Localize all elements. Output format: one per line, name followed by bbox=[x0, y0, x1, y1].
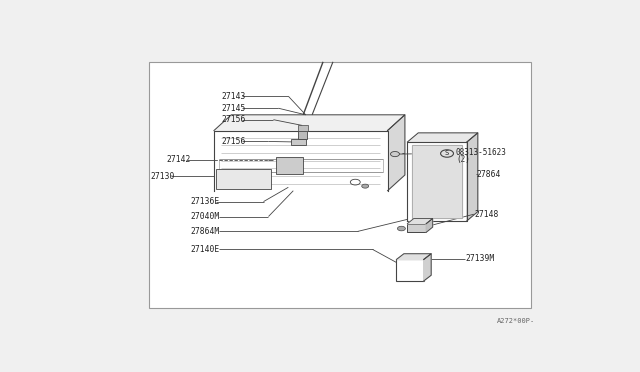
Bar bbox=[150, 62, 531, 308]
Text: 27145: 27145 bbox=[221, 104, 246, 113]
Text: 27040M: 27040M bbox=[190, 212, 220, 221]
Text: S: S bbox=[445, 151, 449, 157]
Bar bbox=[298, 131, 307, 139]
Bar bbox=[291, 139, 306, 145]
Text: 27142: 27142 bbox=[167, 155, 191, 164]
Text: 27136E: 27136E bbox=[190, 197, 220, 206]
Polygon shape bbox=[424, 254, 431, 281]
Text: 27140E: 27140E bbox=[190, 245, 220, 254]
Polygon shape bbox=[408, 133, 478, 142]
Polygon shape bbox=[396, 254, 431, 260]
Bar bbox=[396, 260, 424, 281]
Text: 27864: 27864 bbox=[477, 170, 501, 179]
Circle shape bbox=[362, 184, 369, 188]
Text: 27148: 27148 bbox=[474, 210, 499, 219]
Bar bbox=[408, 224, 426, 232]
Bar bbox=[216, 169, 271, 189]
Circle shape bbox=[397, 226, 405, 231]
Text: A272*00P-: A272*00P- bbox=[497, 318, 536, 324]
Bar bbox=[298, 125, 308, 131]
Text: 27156: 27156 bbox=[221, 115, 246, 124]
Text: 27143: 27143 bbox=[221, 92, 246, 101]
Circle shape bbox=[390, 151, 399, 157]
Text: 27130: 27130 bbox=[150, 172, 175, 181]
Polygon shape bbox=[408, 218, 433, 224]
Polygon shape bbox=[214, 115, 405, 131]
Polygon shape bbox=[388, 115, 405, 191]
Text: 08313-51623: 08313-51623 bbox=[456, 148, 507, 157]
Polygon shape bbox=[426, 218, 433, 232]
Text: 27156: 27156 bbox=[221, 137, 246, 146]
Text: 27139M: 27139M bbox=[466, 254, 495, 263]
Polygon shape bbox=[214, 131, 388, 191]
Text: 27864M: 27864M bbox=[190, 227, 220, 236]
Text: (2): (2) bbox=[456, 155, 470, 164]
Polygon shape bbox=[412, 145, 462, 218]
Polygon shape bbox=[467, 133, 478, 221]
Bar bbox=[276, 157, 303, 174]
Polygon shape bbox=[408, 142, 467, 221]
